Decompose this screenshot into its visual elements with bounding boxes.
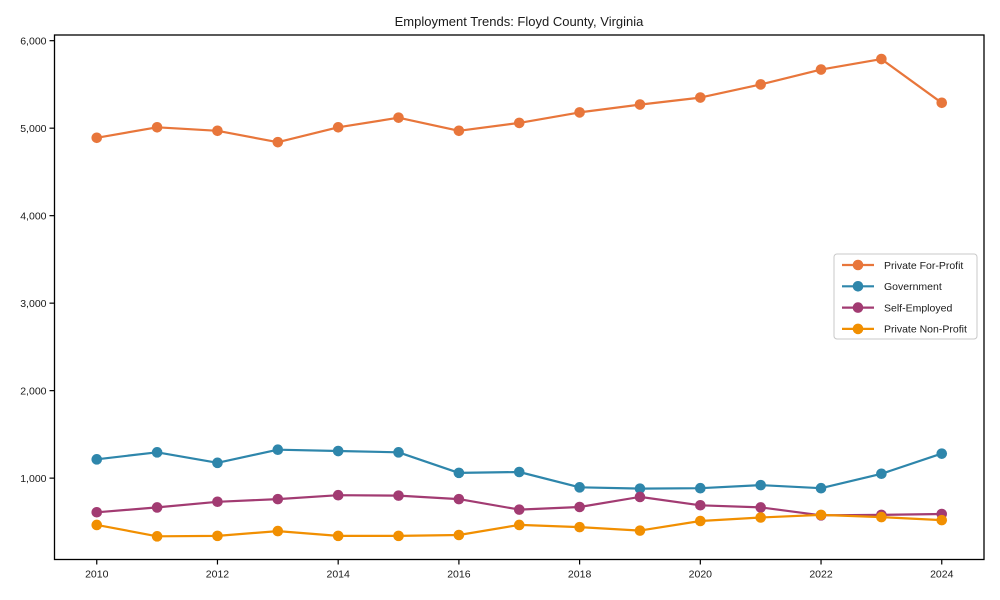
- point-government-2021: [755, 479, 766, 491]
- legend-label-government: Government: [884, 281, 942, 293]
- x-tick-label: 2022: [809, 569, 833, 581]
- point-private-non-profit-2020: [695, 515, 706, 527]
- point-private-for-profit-2012: [212, 125, 223, 137]
- point-private-non-profit-2012: [212, 530, 223, 542]
- point-private-for-profit-2015: [393, 112, 404, 123]
- point-private-for-profit-2016: [453, 125, 465, 137]
- point-government-2013: [272, 444, 284, 456]
- point-government-2012: [212, 457, 223, 469]
- point-self-employed-2019: [634, 491, 646, 503]
- y-tick-label: 5,000: [20, 123, 46, 135]
- point-government-2020: [695, 482, 706, 494]
- y-tick-label: 1,000: [20, 473, 46, 485]
- point-government-2010: [91, 454, 103, 465]
- point-private-for-profit-2023: [876, 53, 887, 65]
- point-private-non-profit-2024: [936, 514, 948, 526]
- point-self-employed-2017: [513, 504, 525, 515]
- point-private-for-profit-2019: [634, 99, 646, 110]
- point-self-employed-2021: [755, 502, 766, 513]
- point-private-for-profit-2013: [272, 136, 284, 148]
- y-tick-label: 4,000: [20, 210, 46, 222]
- axes-layer: 1,000 2,000 3,000 4,000 5,000 6,000 2010 2012 20…: [20, 34, 985, 581]
- point-self-employed-2015: [393, 490, 404, 501]
- point-self-employed-2012: [212, 496, 223, 508]
- y-tick-label: 2,000: [20, 385, 46, 397]
- point-self-employed-2010: [91, 506, 103, 518]
- plot-frame: [53, 34, 985, 561]
- point-government-2011: [151, 447, 163, 458]
- point-self-employed-2013: [272, 493, 284, 505]
- point-private-for-profit-2018: [574, 107, 585, 118]
- point-private-non-profit-2016: [453, 529, 465, 541]
- point-government-2018: [574, 482, 585, 493]
- point-government-2014: [332, 445, 344, 457]
- point-private-non-profit-2011: [151, 531, 163, 542]
- point-private-non-profit-2015: [393, 530, 404, 542]
- point-private-for-profit-2022: [815, 64, 827, 75]
- point-private-non-profit-2019: [634, 525, 646, 536]
- point-government-2024: [936, 448, 948, 459]
- point-private-for-profit-2011: [151, 122, 163, 133]
- point-government-2023: [876, 468, 887, 480]
- series-layer: [91, 53, 948, 542]
- point-government-2019: [634, 483, 646, 494]
- y-tick-label: 3,000: [20, 298, 46, 310]
- point-private-for-profit-2017: [513, 117, 525, 129]
- point-private-for-profit-2014: [332, 122, 344, 133]
- point-private-non-profit-2013: [272, 525, 284, 537]
- point-government-2017: [513, 466, 525, 478]
- point-private-non-profit-2014: [332, 530, 344, 542]
- point-self-employed-2011: [151, 502, 163, 513]
- legend-label-private-non-profit: Private Non-Profit: [884, 324, 967, 336]
- legend-label-self-employed: Self-Employed: [884, 302, 952, 314]
- point-government-2022: [815, 482, 827, 494]
- x-tick-label: 2020: [689, 569, 713, 581]
- point-private-for-profit-2020: [695, 92, 706, 103]
- point-government-2016: [453, 467, 465, 479]
- point-private-non-profit-2023: [876, 511, 887, 523]
- x-tick-label: 2012: [206, 569, 230, 581]
- legend-label-private-for-profit: Private For-Profit: [884, 260, 963, 272]
- x-tick-label: 2016: [447, 569, 471, 581]
- legend: Private For-Profit Government Self-Employe…: [833, 253, 978, 340]
- chart-title: Employment Trends: Floyd County, Virgini…: [395, 14, 645, 29]
- legend-sample-marker-self-employed: [852, 302, 864, 313]
- point-self-employed-2018: [574, 501, 585, 513]
- x-tick-label: 2024: [930, 569, 954, 581]
- x-tick-label: 2014: [326, 569, 350, 581]
- point-self-employed-2014: [332, 489, 344, 501]
- x-tick-label: 2018: [568, 569, 592, 581]
- point-private-non-profit-2010: [91, 519, 103, 531]
- point-private-for-profit-2010: [91, 132, 103, 144]
- point-private-non-profit-2021: [755, 512, 766, 523]
- y-tick-label: 6,000: [20, 35, 46, 47]
- point-government-2015: [393, 447, 404, 458]
- legend-sample-marker-private-for-profit: [852, 259, 864, 271]
- point-self-employed-2020: [695, 499, 706, 511]
- point-private-for-profit-2024: [936, 97, 948, 109]
- line-private-for-profit: [95, 57, 943, 144]
- point-private-for-profit-2021: [755, 79, 766, 90]
- point-private-non-profit-2018: [574, 521, 585, 533]
- legend-box: [833, 253, 978, 340]
- point-self-employed-2016: [453, 493, 465, 505]
- legend-sample-marker-government: [852, 281, 864, 292]
- point-private-non-profit-2017: [513, 519, 525, 531]
- point-private-non-profit-2022: [815, 509, 827, 521]
- x-tick-label: 2010: [85, 569, 109, 581]
- legend-sample-marker-private-non-profit: [852, 323, 864, 335]
